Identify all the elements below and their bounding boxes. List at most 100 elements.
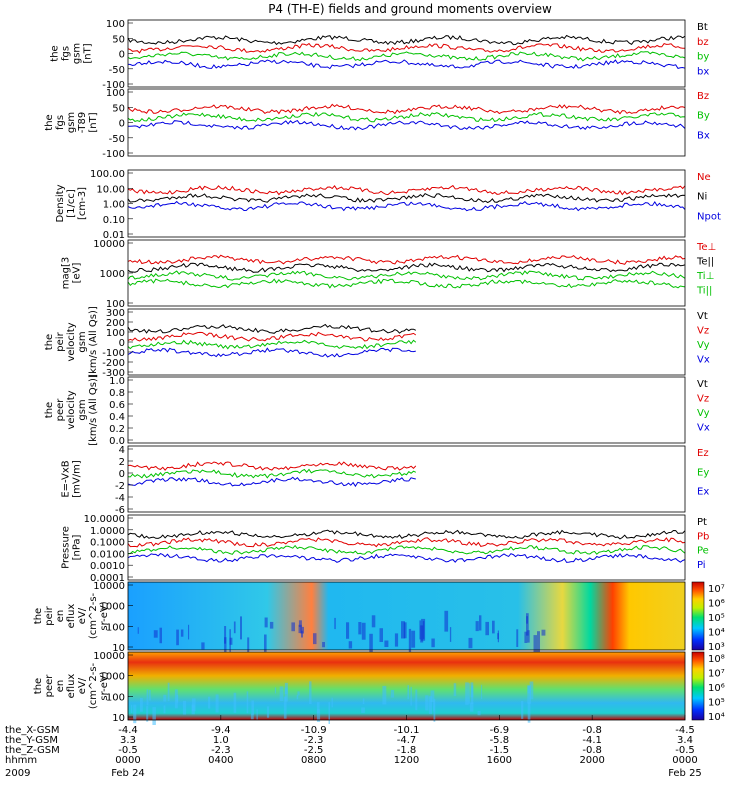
svg-text:the: the bbox=[44, 402, 55, 418]
peir-eflux-ytick-label: 100 bbox=[106, 622, 125, 633]
fgs-ylabel: the fgs gsm [nT] bbox=[50, 43, 94, 64]
ephemeris-value: -0.5 bbox=[675, 745, 695, 756]
ephemeris-value: -5.8 bbox=[490, 735, 510, 746]
peir-velocity-series-0 bbox=[127, 323, 417, 334]
svg-text:[1/cc]: [1/cc] bbox=[66, 189, 77, 218]
svg-text:gsm: gsm bbox=[77, 399, 88, 420]
fgs-t89-frame bbox=[127, 88, 686, 157]
peir-velocity-ytick-label: -300 bbox=[102, 368, 125, 379]
peir-velocity-ytick-label: 100 bbox=[106, 328, 125, 339]
fgs-ytick-label: -50 bbox=[109, 65, 125, 76]
peir-velocity-ytick-label: -100 bbox=[102, 348, 125, 359]
ephemeris-value: -2.3 bbox=[304, 735, 324, 746]
peer-velocity-ytick-label: 0.2 bbox=[109, 424, 125, 435]
ephemeris-value: -9.4 bbox=[211, 725, 231, 736]
pressure-ytick-label: 10.0000 bbox=[84, 514, 125, 525]
peir-velocity-ytick-label: -200 bbox=[102, 358, 125, 369]
density-frame bbox=[127, 169, 686, 238]
fgs-t89-ytick-label: 0 bbox=[119, 119, 125, 130]
fgs-t89-legend-label: Bx bbox=[697, 130, 710, 141]
peir-eflux-ytick-label: 10000 bbox=[93, 581, 125, 592]
ephemeris-value: -0.8 bbox=[582, 725, 602, 736]
temperature-ytick-label: 1000 bbox=[100, 269, 125, 280]
ephemeris-value: -0.5 bbox=[118, 745, 138, 756]
pressure-series-0 bbox=[127, 529, 686, 540]
svg-text:[nPa]: [nPa] bbox=[72, 534, 83, 560]
svg-text:eflux: eflux bbox=[66, 674, 77, 699]
temperature-ytick-label: 10000 bbox=[93, 239, 125, 250]
peir-velocity-legend-label: Vy bbox=[697, 340, 710, 351]
peir-velocity-series-1 bbox=[127, 331, 417, 342]
fgs-t89-series-2 bbox=[128, 119, 686, 131]
panel-temperature: Te⊥ Te|| Ti⊥ Ti|| 10000 1000 100 mag[3 [eV] bbox=[61, 239, 717, 310]
svg-text:gsm: gsm bbox=[77, 331, 88, 352]
fgs-legend-label: by bbox=[697, 52, 709, 63]
ephemeris-value: -4.1 bbox=[582, 735, 602, 746]
peir-velocity-ytick-label: 0 bbox=[119, 338, 125, 349]
panel-fgs-t89: Bz By Bx 100 50 0 -50 -100 the fgs gsm -T89 [nT] bbox=[44, 88, 710, 160]
svg-text:the: the bbox=[50, 45, 61, 61]
ephemeris-value: -0.8 bbox=[582, 745, 602, 756]
density-ytick-label: 100.00 bbox=[90, 169, 125, 180]
temperature-legend-label: Ti⊥ bbox=[696, 271, 714, 282]
density-series-0 bbox=[127, 184, 686, 196]
fgs-series-1 bbox=[127, 42, 686, 54]
ephemeris-value: 1600 bbox=[487, 755, 512, 766]
pressure-frame bbox=[127, 514, 686, 581]
peir-eflux-ylabel: the peir en eflux eV/(cm^2-s-sr-eV) bbox=[33, 592, 110, 639]
efield-frame bbox=[127, 445, 686, 513]
peir-eflux-colorbar-label: 10³ bbox=[708, 642, 725, 653]
panel-pressure: Pt Pb Pe Pi 10.00001.00000.10000.01000.00100… bbox=[61, 514, 710, 584]
pressure-ytick-label: 0.0010 bbox=[90, 561, 125, 572]
temperature-legend-label: Te|| bbox=[696, 257, 714, 268]
ephemeris-value: -6.9 bbox=[490, 725, 510, 736]
peir-velocity-ylabel: the peir velocity gsm [km/s (All Qs)] bbox=[44, 306, 99, 378]
date-label: Feb 24 bbox=[111, 768, 145, 779]
peer-velocity-ytick-label: 1.0 bbox=[109, 376, 125, 387]
pressure-legend-label: Pt bbox=[697, 517, 707, 528]
peir-velocity-frame bbox=[127, 308, 686, 376]
peer-velocity-legend-label: Vx bbox=[697, 423, 710, 434]
peir-eflux-colorbar-label: 10⁶ bbox=[708, 599, 725, 610]
density-legend-label: Npot bbox=[697, 211, 721, 222]
peir-eflux-colorbar-label: 10⁵ bbox=[708, 613, 725, 624]
temperature-legend-label: Ti|| bbox=[696, 286, 712, 297]
ephemeris-name: the_X-GSM bbox=[5, 725, 59, 736]
fgs-legend-label: Bt bbox=[697, 22, 708, 33]
svg-text:en: en bbox=[55, 610, 66, 623]
temperature-ylabel: mag[3 [eV] bbox=[61, 257, 83, 289]
peir-velocity-series-3 bbox=[127, 347, 416, 358]
fgs-ytick-label: 0 bbox=[119, 50, 125, 61]
fgs-legend-label: bx bbox=[697, 66, 709, 77]
peir-eflux-colorbar bbox=[691, 581, 705, 651]
peer-eflux-colorbar-label: 10⁷ bbox=[708, 669, 725, 680]
svg-text:the: the bbox=[44, 114, 55, 130]
temperature-series-3 bbox=[127, 278, 686, 289]
density-ytick-label: 0.01 bbox=[103, 230, 125, 241]
svg-text:eV/: eV/ bbox=[77, 677, 88, 694]
pressure-series-1 bbox=[127, 537, 686, 548]
ephemeris-value: 3.4 bbox=[677, 735, 693, 746]
fgs-t89-ytick-label: 50 bbox=[112, 103, 125, 114]
svg-text:peer: peer bbox=[55, 398, 66, 422]
svg-text:en: en bbox=[55, 680, 66, 693]
fgs-t89-ytick-label: 100 bbox=[106, 88, 125, 99]
ephemeris-value: 3.3 bbox=[120, 735, 136, 746]
pressure-ytick-label: 1.0000 bbox=[90, 526, 125, 537]
pressure-series-3 bbox=[127, 552, 686, 563]
efield-ytick-label: 4 bbox=[119, 445, 125, 456]
ephemeris-value: 1.0 bbox=[213, 735, 229, 746]
pressure-ytick-label: 0.0100 bbox=[90, 549, 125, 560]
ephemeris-name: hhmm bbox=[5, 755, 37, 766]
svg-text:(cm^2-s-: (cm^2-s- bbox=[88, 592, 99, 639]
peer-eflux-ytick-label: 10000 bbox=[93, 651, 125, 662]
peir-eflux-ytick-label: 10 bbox=[112, 643, 125, 654]
peer-velocity-legend-label: Vz bbox=[697, 394, 709, 405]
ephemeris-value: 1200 bbox=[394, 755, 419, 766]
peer-eflux-ylabel: the peer en eflux eV/(cm^2-s-sr-eV) bbox=[33, 662, 110, 709]
svg-text:peer: peer bbox=[44, 674, 55, 698]
peer-velocity-ytick-label: 0.0 bbox=[109, 436, 125, 447]
peer-eflux-ytick-label: 100 bbox=[106, 692, 125, 703]
peer-eflux-ytick-label: 10 bbox=[112, 713, 125, 724]
